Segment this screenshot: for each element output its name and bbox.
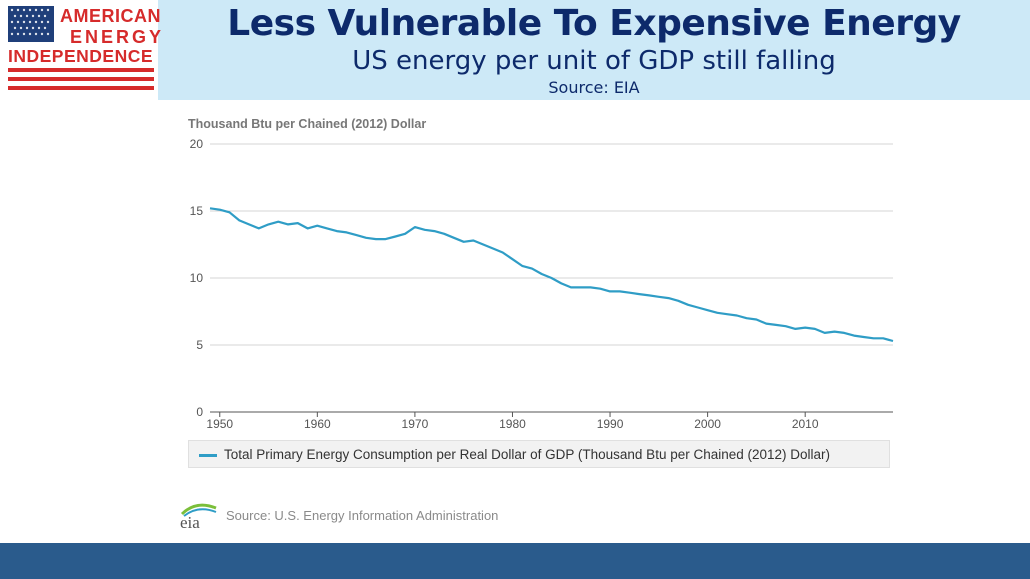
footer-band — [0, 543, 1030, 579]
grid-lines — [210, 143, 893, 346]
legend-label: Total Primary Energy Consumption per Rea… — [224, 447, 831, 462]
logo-word-independence: INDEPENDENCE — [8, 46, 154, 66]
eia-logo: eia — [180, 503, 217, 530]
series-line[interactable] — [209, 207, 894, 343]
x-tick-label: 1960 — [304, 417, 331, 431]
header-source: Source: EIA — [548, 78, 640, 97]
x-tick-label: 2010 — [792, 417, 819, 431]
y-tick-label: 10 — [190, 271, 204, 285]
series-group — [209, 207, 894, 343]
page-subtitle: US energy per unit of GDP still falling — [352, 46, 836, 76]
eia-logo-text: eia — [180, 513, 200, 530]
y-tick-label: 15 — [190, 204, 204, 218]
x-tick-labels: 1950 1960 1970 1980 1990 2000 2010 — [206, 417, 818, 431]
x-axis — [210, 411, 893, 417]
legend-swatch — [199, 454, 217, 457]
american-energy-independence-logo: AMERICAN ENERGY INDEPENDENCE — [0, 0, 161, 100]
logo-word-american: AMERICAN — [60, 6, 161, 26]
logo-word-energy: ENERGY — [70, 27, 165, 47]
x-tick-label: 1990 — [597, 417, 624, 431]
y-tick-label: 5 — [196, 338, 203, 352]
y-axis-label: Thousand Btu per Chained (2012) Dollar — [188, 117, 426, 131]
footer-source: Source: U.S. Energy Information Administ… — [226, 508, 499, 523]
x-tick-label: 1950 — [206, 417, 233, 431]
chart-legend[interactable]: Total Primary Energy Consumption per Rea… — [188, 440, 890, 468]
header-band — [158, 0, 1030, 100]
x-tick-label: 1980 — [499, 417, 526, 431]
flag-stripes-graphic — [8, 6, 154, 90]
y-tick-label: 20 — [190, 137, 204, 151]
x-tick-label: 2000 — [694, 417, 721, 431]
y-tick-labels: 0 5 10 15 20 — [190, 137, 204, 419]
y-tick-label: 0 — [196, 405, 203, 419]
page-title: Less Vulnerable To Expensive Energy — [227, 3, 961, 44]
x-tick-label: 1970 — [402, 417, 429, 431]
